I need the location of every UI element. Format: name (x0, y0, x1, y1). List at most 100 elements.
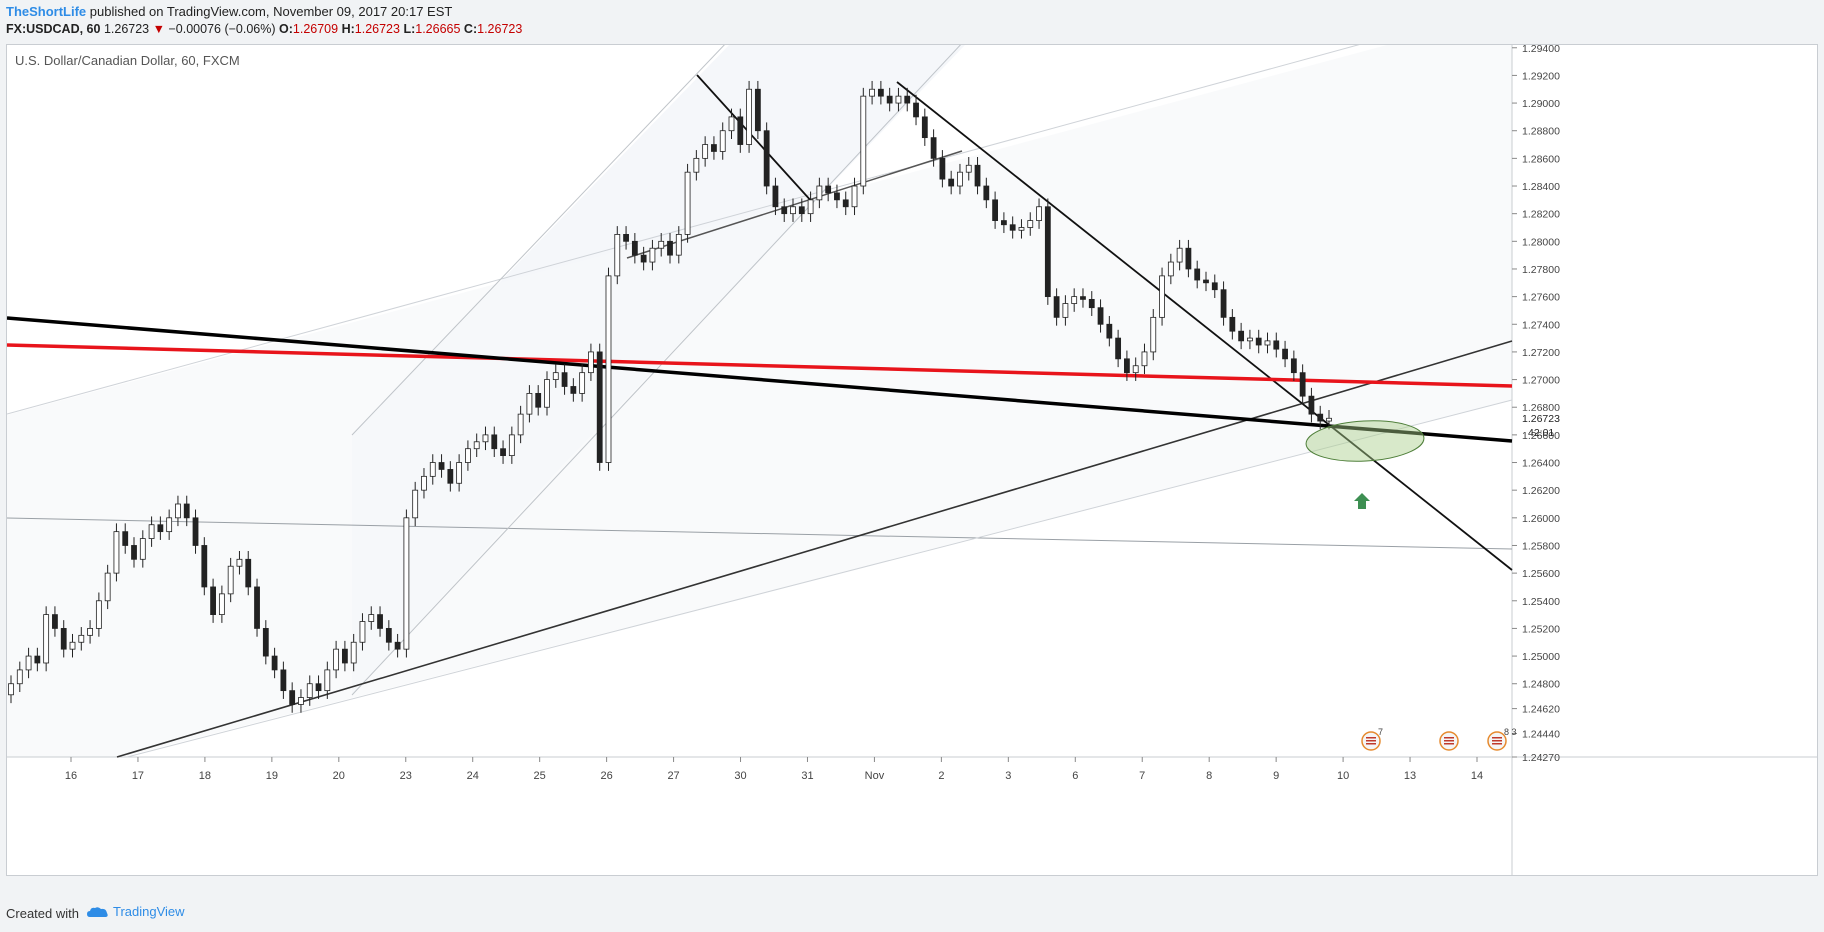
publish-text: published on TradingView.com, November 0… (86, 4, 453, 19)
candle-body (289, 690, 296, 705)
y-tick-label: 1.24620 (1522, 704, 1560, 716)
x-tick-label: 27 (667, 770, 679, 782)
author-link[interactable]: TheShortLife (6, 4, 87, 19)
candle-body (315, 683, 322, 692)
candle-body (544, 379, 550, 408)
candle-body (394, 641, 401, 650)
candle-body (1115, 337, 1122, 360)
y-tick-label: 1.29200 (1522, 70, 1560, 82)
candle-body (1194, 268, 1201, 281)
x-tick-label: 18 (199, 770, 211, 782)
candle-body (1167, 261, 1174, 277)
candle-body (1053, 296, 1060, 318)
x-tick-label: 14 (1471, 770, 1483, 782)
candle-body (825, 185, 832, 194)
candle-body (842, 199, 849, 208)
candle-body (500, 448, 506, 457)
candle-body (834, 192, 840, 201)
downtrend-line-2 (896, 81, 1513, 571)
candle-body (465, 448, 471, 463)
created-with-text: Created with (6, 906, 79, 921)
candle-body (412, 489, 419, 519)
candle-body (781, 206, 788, 215)
tradingview-link[interactable]: TradingView (113, 904, 185, 919)
candle-body (649, 247, 656, 263)
candle-body (948, 178, 955, 187)
candle-body (605, 275, 612, 463)
candle-body (658, 240, 665, 249)
rising-channel-upper (351, 45, 725, 436)
candle-body (1088, 298, 1095, 309)
candle-body (429, 462, 436, 477)
candle-body (851, 185, 858, 208)
us-flag-event-icon[interactable] (1487, 731, 1507, 751)
chart-canvas[interactable]: 1.29400 1.29200 1.29000 1.28800 1.28600 1.284… (7, 45, 1817, 875)
candle-body (737, 116, 744, 145)
y-tick-label: 1.27400 (1522, 319, 1560, 331)
y-tick-label: 1.26600 (1522, 430, 1560, 442)
low-label: L: (403, 22, 416, 36)
candle-body (807, 199, 814, 215)
candle-body (974, 164, 981, 187)
candle-body (957, 171, 963, 187)
chart-area[interactable]: 1.29400 1.29200 1.29000 1.28800 1.28600 1.284… (6, 44, 1818, 876)
candle-body (87, 628, 93, 636)
us-flag-event-icon[interactable] (1439, 731, 1459, 751)
candle-body (456, 462, 463, 484)
y-tick-label: 1.28800 (1522, 126, 1560, 138)
candle-body (148, 524, 155, 539)
candle-body (1317, 413, 1324, 422)
candle-body (526, 392, 533, 415)
candle-body (78, 634, 85, 643)
x-tick-label: 13 (1404, 770, 1416, 782)
publish-info: TheShortLife published on TradingView.co… (6, 4, 452, 19)
last-price: 1.26723 (103, 22, 150, 36)
candle-body (790, 206, 796, 215)
candle-body (298, 697, 304, 705)
candle-body (1282, 348, 1288, 360)
x-tick-label: 16 (65, 770, 77, 782)
open-label: O: (279, 22, 293, 36)
x-tick-label: 19 (266, 770, 278, 782)
black-trend-line (7, 316, 1513, 443)
candle-body (377, 614, 383, 629)
candle-body (535, 392, 542, 408)
candle-body (421, 475, 427, 491)
candle-body (561, 372, 568, 387)
candle-body (1027, 220, 1034, 228)
y-tick-label: 1.24800 (1522, 679, 1560, 691)
candle-body (746, 88, 752, 145)
candle-body (1299, 372, 1306, 397)
tradingview-logo[interactable]: TradingView (87, 904, 185, 919)
red-resistance-line (7, 343, 1513, 388)
candle-body (667, 240, 673, 256)
candle-body (131, 545, 137, 560)
close-label: C: (463, 22, 478, 36)
candle-body (43, 614, 50, 664)
candle-body (201, 545, 208, 588)
candle-body (552, 372, 559, 380)
candle-body (1326, 417, 1332, 422)
low-value: 1.26665 (415, 22, 461, 36)
wedge-lower-line (626, 150, 963, 259)
candle-body (341, 648, 348, 664)
x-tick-label: 26 (600, 770, 612, 782)
candle-body (218, 593, 225, 615)
candle-body (623, 234, 629, 242)
us-flag-event-icon[interactable] (1361, 731, 1381, 751)
candle-body (1308, 395, 1315, 415)
candle-body (1150, 316, 1157, 353)
candle-body (570, 386, 577, 394)
x-tick-label: 24 (467, 770, 479, 782)
candle-body (517, 413, 524, 436)
candle-body (1097, 307, 1104, 325)
price-change: −0.00076 (−0.06%) (168, 22, 276, 36)
candle-body (350, 641, 357, 664)
candle-body (702, 144, 709, 159)
candle-body (280, 669, 287, 692)
candle-body (1273, 340, 1280, 350)
y-tick-label: 1.25800 (1522, 540, 1560, 552)
candle-body (1229, 316, 1236, 332)
candle-body (921, 116, 928, 139)
candle-body (122, 531, 129, 546)
